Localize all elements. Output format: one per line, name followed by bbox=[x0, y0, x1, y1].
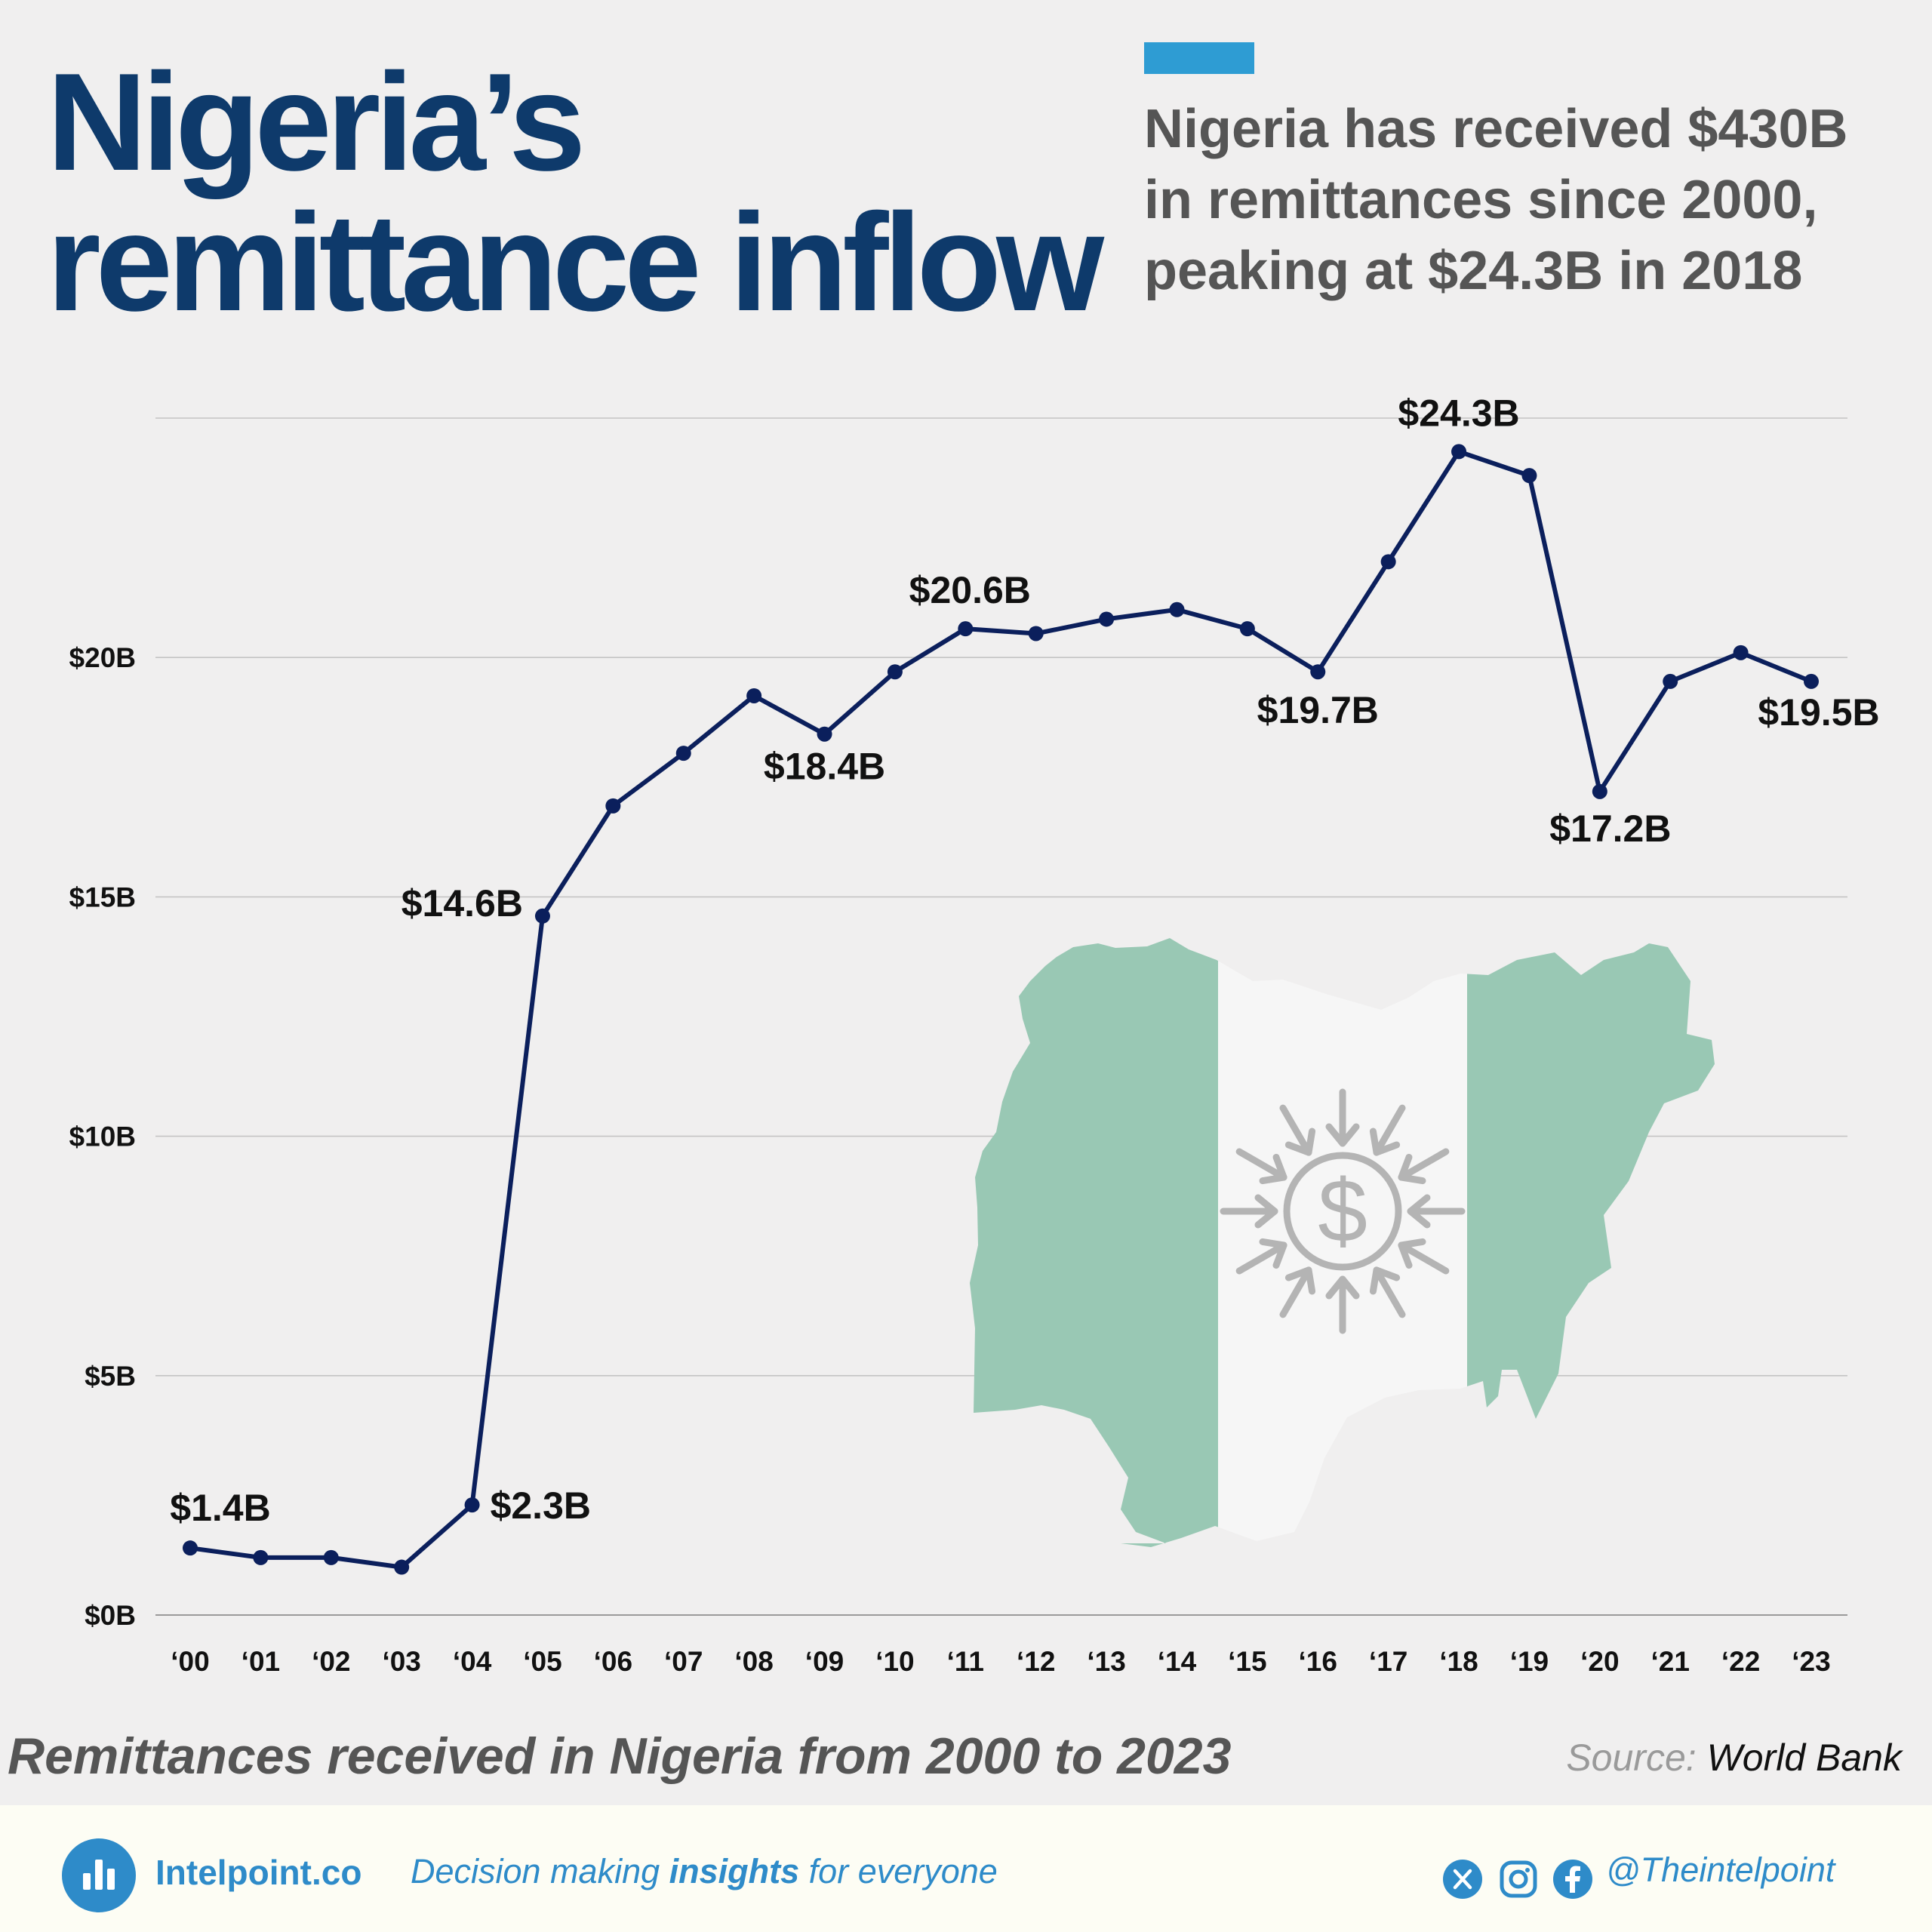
series-line bbox=[189, 449, 1813, 1570]
data-point bbox=[1592, 783, 1607, 799]
dollar-inflow-icon: $ bbox=[1220, 1088, 1466, 1334]
title-line-1: Nigeria’s bbox=[47, 44, 586, 199]
tagline: Decision making insights for everyone bbox=[411, 1852, 998, 1891]
footer: Intelpoint.co Decision making insights f… bbox=[0, 1805, 1932, 1932]
y-tick-label: $10B bbox=[69, 1121, 136, 1152]
source-value: World Bank bbox=[1706, 1737, 1902, 1779]
data-point bbox=[1169, 601, 1185, 617]
data-label: $20.6B bbox=[909, 569, 1031, 611]
x-icon[interactable] bbox=[1443, 1860, 1482, 1899]
x-tick-label: ‘16 bbox=[1299, 1646, 1337, 1677]
data-labels: $1.4B $2.3B $14.6B $18.4B $20.6B $19.7B $24.3B… bbox=[170, 392, 1879, 1529]
facebook-icon[interactable] bbox=[1553, 1860, 1592, 1899]
source-label: Source: bbox=[1566, 1737, 1697, 1779]
x-tick-label: ‘12 bbox=[1017, 1646, 1055, 1677]
data-point bbox=[1380, 554, 1396, 570]
x-tick-label: ‘06 bbox=[594, 1646, 632, 1677]
data-point bbox=[958, 621, 974, 637]
data-label: $24.3B bbox=[1398, 392, 1519, 434]
x-tick-label: ‘23 bbox=[1792, 1646, 1830, 1677]
subtitle-line-3: peaking at $24.3B in 2018 bbox=[1144, 241, 1803, 301]
data-point bbox=[1804, 673, 1819, 689]
data-point bbox=[183, 1540, 198, 1556]
tagline-part-1: Decision making bbox=[411, 1852, 669, 1890]
y-tick-label: $20B bbox=[69, 642, 136, 673]
chart-caption: Remittances received in Nigeria from 200… bbox=[8, 1727, 1232, 1785]
data-point bbox=[1451, 444, 1467, 460]
data-point bbox=[1028, 626, 1044, 641]
page-title: Nigeria’s remittance inflow bbox=[47, 44, 1104, 340]
x-tick-label: ‘22 bbox=[1721, 1646, 1760, 1677]
x-tick-label: ‘11 bbox=[947, 1646, 984, 1677]
x-tick-label: ‘15 bbox=[1228, 1646, 1266, 1677]
data-point bbox=[394, 1559, 410, 1575]
x-tick-label: ‘18 bbox=[1439, 1646, 1478, 1677]
x-tick-label: ‘07 bbox=[664, 1646, 703, 1677]
data-point bbox=[1310, 664, 1326, 680]
title-line-2: remittance inflow bbox=[47, 184, 1104, 340]
data-point bbox=[1521, 468, 1537, 484]
y-tick-label: $15B bbox=[69, 881, 136, 912]
x-tick-label: ‘05 bbox=[523, 1646, 561, 1677]
accent-bar bbox=[1144, 42, 1254, 74]
grid-lines bbox=[155, 417, 1847, 1616]
data-point bbox=[1239, 621, 1255, 637]
x-tick-label: ‘20 bbox=[1580, 1646, 1619, 1677]
data-label: $2.3B bbox=[491, 1484, 591, 1527]
data-label: $18.4B bbox=[764, 746, 885, 788]
subtitle-line-1: Nigeria has received $430B bbox=[1144, 99, 1848, 159]
x-tick-label: ‘21 bbox=[1651, 1646, 1689, 1677]
data-point bbox=[534, 908, 550, 924]
tagline-part-2: for everyone bbox=[799, 1852, 998, 1890]
x-tick-label: ‘14 bbox=[1158, 1646, 1197, 1677]
subtitle-line-2: in remittances since 2000, bbox=[1144, 170, 1818, 230]
x-tick-label: ‘02 bbox=[312, 1646, 350, 1677]
x-tick-label: ‘19 bbox=[1510, 1646, 1549, 1677]
data-label: $14.6B bbox=[401, 882, 523, 924]
y-axis-ticks: $0B $5B $10B $15B $20B bbox=[69, 642, 136, 1631]
data-point bbox=[887, 664, 903, 680]
x-tick-label: ‘10 bbox=[875, 1646, 914, 1677]
data-label: $19.7B bbox=[1257, 689, 1379, 731]
y-tick-label: $0B bbox=[85, 1600, 136, 1631]
brand-link[interactable]: Intelpoint.co bbox=[155, 1853, 362, 1892]
x-tick-label: ‘00 bbox=[171, 1646, 209, 1677]
data-point bbox=[323, 1549, 339, 1565]
x-tick-label: ‘17 bbox=[1369, 1646, 1407, 1677]
data-point bbox=[253, 1549, 269, 1565]
subtitle: Nigeria has received $430B in remittance… bbox=[1144, 94, 1929, 306]
data-label: $17.2B bbox=[1549, 808, 1671, 850]
x-tick-label: ‘08 bbox=[734, 1646, 773, 1677]
data-label: $1.4B bbox=[170, 1487, 270, 1529]
line-chart: $0B $5B $10B $15B $20B $ $1.4B $2.3B $14.6B $18… bbox=[69, 392, 1880, 1677]
source-note: Source: World Bank bbox=[1566, 1736, 1902, 1780]
social-handle[interactable]: @Theintelpoint bbox=[1606, 1850, 1835, 1889]
x-tick-label: ‘13 bbox=[1087, 1646, 1125, 1677]
data-point bbox=[605, 798, 621, 814]
data-point bbox=[464, 1497, 480, 1513]
data-points bbox=[183, 444, 1819, 1575]
data-point bbox=[1099, 611, 1115, 627]
data-point bbox=[1663, 673, 1678, 689]
x-axis-ticks: ‘00 ‘01 ‘02 ‘03 ‘04 ‘05 ‘06 ‘07 ‘08 ‘09 ‘10 ‘11 ‘12 ‘… bbox=[171, 1646, 1830, 1677]
data-point bbox=[817, 726, 832, 742]
instagram-icon[interactable] bbox=[1499, 1860, 1538, 1899]
data-label: $19.5B bbox=[1758, 691, 1879, 734]
x-tick-label: ‘03 bbox=[382, 1646, 420, 1677]
y-tick-label: $5B bbox=[85, 1361, 136, 1392]
data-point bbox=[1733, 645, 1749, 660]
svg-text:$: $ bbox=[1318, 1161, 1367, 1261]
tagline-part-bold: insights bbox=[669, 1852, 800, 1890]
x-tick-label: ‘01 bbox=[242, 1646, 280, 1677]
intelpoint-logo-icon[interactable] bbox=[62, 1838, 136, 1912]
data-point bbox=[746, 688, 762, 703]
x-tick-label: ‘04 bbox=[453, 1646, 492, 1677]
data-point bbox=[675, 746, 691, 761]
x-tick-label: ‘09 bbox=[805, 1646, 844, 1677]
